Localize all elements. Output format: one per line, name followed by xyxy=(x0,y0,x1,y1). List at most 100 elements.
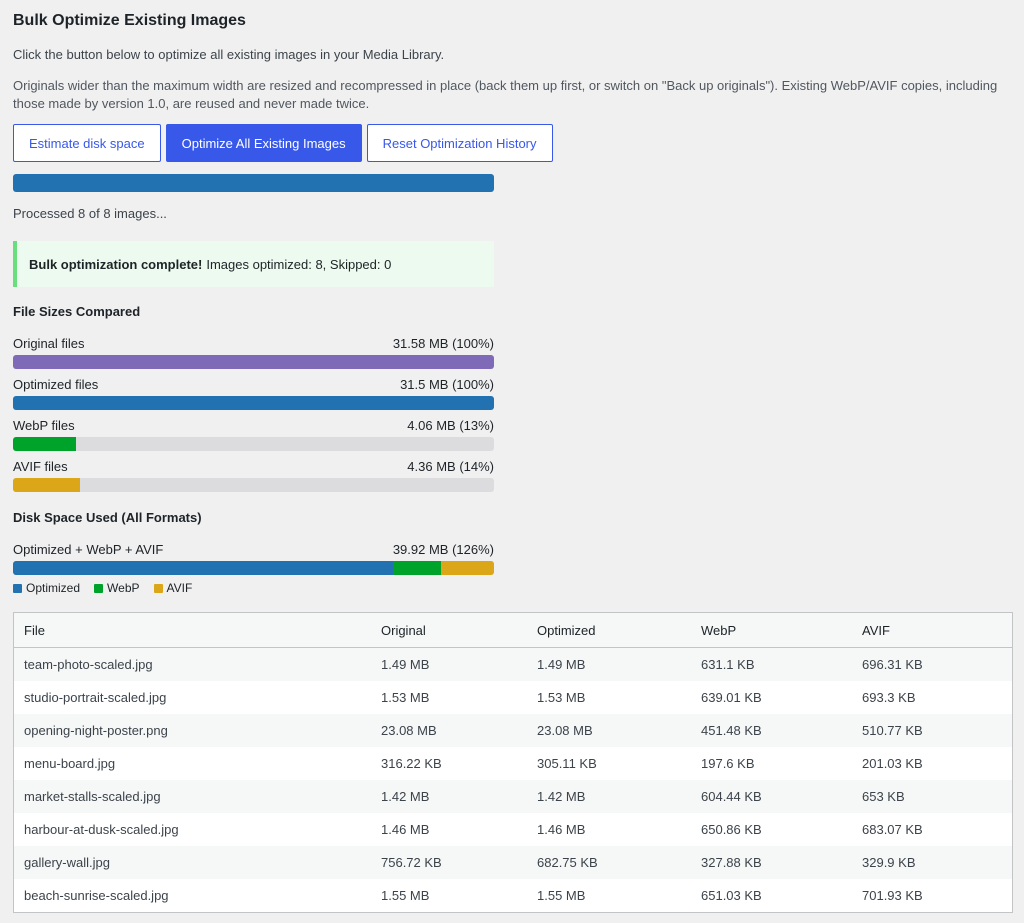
legend-label: Optimized xyxy=(26,581,81,595)
cell-webp: 650.86 KB xyxy=(701,822,762,837)
cell-file: menu-board.jpg xyxy=(24,756,116,771)
legend-label: WebP xyxy=(107,581,140,595)
cell-optimized: 682.75 KB xyxy=(537,855,598,870)
cell-file: market-stalls-scaled.jpg xyxy=(24,789,161,804)
table-row: studio-portrait-scaled.jpg 1.53 MB 1.53 … xyxy=(14,681,1012,714)
size-bar-label: Optimized files xyxy=(13,377,99,392)
size-bar-track xyxy=(13,478,494,492)
size-bar-fill xyxy=(13,437,76,451)
column-header-webp: WebP xyxy=(691,613,852,648)
cell-avif: 701.93 KB xyxy=(862,888,923,903)
legend-label: AVIF xyxy=(166,581,193,595)
results-table: File Original Optimized WebP AVIF team-p… xyxy=(13,612,1013,913)
cell-optimized: 1.49 MB xyxy=(537,657,586,672)
size-bar-value: 31.5 MB (100%) xyxy=(400,377,494,392)
legend-item-optimized: Optimized xyxy=(13,581,80,595)
cell-file: harbour-at-dusk-scaled.jpg xyxy=(24,822,179,837)
cell-avif: 693.3 KB xyxy=(862,690,916,705)
cell-original: 1.42 MB xyxy=(381,789,430,804)
size-bar-optimized: Optimized files 31.5 MB (100%) xyxy=(13,377,494,410)
table-row: team-photo-scaled.jpg 1.49 MB 1.49 MB 63… xyxy=(14,647,1012,681)
size-bar-webp: WebP files 4.06 MB (13%) xyxy=(13,418,494,451)
cell-optimized: 1.42 MB xyxy=(537,789,586,804)
estimate-disk-space-button[interactable]: Estimate disk space xyxy=(13,124,161,162)
cell-webp: 451.48 KB xyxy=(701,723,762,738)
size-bar-fill xyxy=(13,478,81,492)
table-row: beach-sunrise-scaled.jpg 1.55 MB 1.55 MB… xyxy=(14,879,1012,912)
column-header-optimized: Optimized xyxy=(527,613,691,648)
legend-swatch xyxy=(94,583,104,593)
cell-file: studio-portrait-scaled.jpg xyxy=(24,690,167,705)
cell-optimized: 305.11 KB xyxy=(537,756,597,771)
disk-segment-optimized xyxy=(13,561,393,575)
progress-status: Processed 8 of 8 images... xyxy=(13,206,167,221)
cell-webp: 197.6 KB xyxy=(701,756,755,771)
legend-swatch xyxy=(153,583,163,593)
table-row: market-stalls-scaled.jpg 1.42 MB 1.42 MB… xyxy=(14,780,1012,813)
size-bar-track xyxy=(13,355,494,369)
success-notice: Bulk optimization complete! Images optim… xyxy=(13,241,494,287)
disk-segment-webp xyxy=(392,561,442,575)
size-bar-track xyxy=(13,437,494,451)
table-header-row: File Original Optimized WebP AVIF xyxy=(14,613,1012,648)
size-bar-label: WebP files xyxy=(13,418,75,433)
resize-note: Originals wider than the maximum width a… xyxy=(13,78,998,111)
cell-file: beach-sunrise-scaled.jpg xyxy=(24,888,169,903)
size-bar-track xyxy=(13,396,494,410)
cell-avif: 510.77 KB xyxy=(862,723,923,738)
disk-space-label: Optimized + WebP + AVIF xyxy=(13,542,164,557)
table-row: opening-night-poster.png 23.08 MB 23.08 … xyxy=(14,714,1012,747)
size-bar-fill xyxy=(13,396,494,410)
cell-original: 1.53 MB xyxy=(381,690,430,705)
size-bar-avif: AVIF files 4.36 MB (14%) xyxy=(13,459,494,492)
cell-optimized: 23.08 MB xyxy=(537,723,593,738)
disk-space-track xyxy=(13,561,494,575)
cell-original: 1.49 MB xyxy=(381,657,430,672)
legend-swatch xyxy=(13,583,22,593)
cell-avif: 653 KB xyxy=(862,789,905,804)
cell-avif: 683.07 KB xyxy=(862,822,923,837)
disk-legend: Optimized WebP AVIF xyxy=(13,581,192,595)
cell-webp: 631.1 KB xyxy=(701,657,755,672)
disk-space-bar: Optimized + WebP + AVIF 39.92 MB (126%) xyxy=(13,542,494,575)
progress-fill xyxy=(13,174,494,192)
column-header-original: Original xyxy=(371,613,527,648)
cell-webp: 604.44 KB xyxy=(701,789,762,804)
table-row: harbour-at-dusk-scaled.jpg 1.46 MB 1.46 … xyxy=(14,813,1012,846)
cell-original: 1.55 MB xyxy=(381,888,430,903)
disk-segment-avif xyxy=(441,561,494,575)
cell-original: 316.22 KB xyxy=(381,756,442,771)
cell-original: 23.08 MB xyxy=(381,723,437,738)
cell-webp: 327.88 KB xyxy=(701,855,762,870)
intro-text: Click the button below to optimize all e… xyxy=(13,47,445,62)
optimize-all-button[interactable]: Optimize All Existing Images xyxy=(165,124,362,162)
size-bar-original: Original files 31.58 MB (100%) xyxy=(13,336,494,369)
progress-bar xyxy=(13,174,494,192)
cell-optimized: 1.46 MB xyxy=(537,822,586,837)
notice-detail: Images optimized: 8, Skipped: 0 xyxy=(206,256,392,272)
column-header-file: File xyxy=(14,613,371,648)
size-bar-label: AVIF files xyxy=(13,459,68,474)
file-sizes-title: File Sizes Compared xyxy=(13,304,141,319)
size-bar-value: 4.36 MB (14%) xyxy=(407,459,494,474)
action-buttons: Estimate disk space Optimize All Existin… xyxy=(13,124,553,162)
legend-item-webp: WebP xyxy=(94,581,140,595)
cell-avif: 329.9 KB xyxy=(862,855,916,870)
cell-original: 1.46 MB xyxy=(381,822,430,837)
column-header-avif: AVIF xyxy=(852,613,1012,648)
legend-item-avif: AVIF xyxy=(153,581,193,595)
cell-optimized: 1.55 MB xyxy=(537,888,586,903)
cell-file: opening-night-poster.png xyxy=(24,723,168,738)
cell-optimized: 1.53 MB xyxy=(537,690,586,705)
cell-webp: 639.01 KB xyxy=(701,690,762,705)
cell-avif: 696.31 KB xyxy=(862,657,923,672)
reset-history-button[interactable]: Reset Optimization History xyxy=(366,124,553,162)
disk-space-title: Disk Space Used (All Formats) xyxy=(13,510,202,525)
cell-original: 756.72 KB xyxy=(381,855,442,870)
size-bar-label: Original files xyxy=(13,336,85,351)
cell-avif: 201.03 KB xyxy=(862,756,923,771)
size-bar-value: 4.06 MB (13%) xyxy=(407,418,494,433)
size-bar-fill xyxy=(13,355,494,369)
cell-file: team-photo-scaled.jpg xyxy=(24,657,153,672)
cell-file: gallery-wall.jpg xyxy=(24,855,110,870)
